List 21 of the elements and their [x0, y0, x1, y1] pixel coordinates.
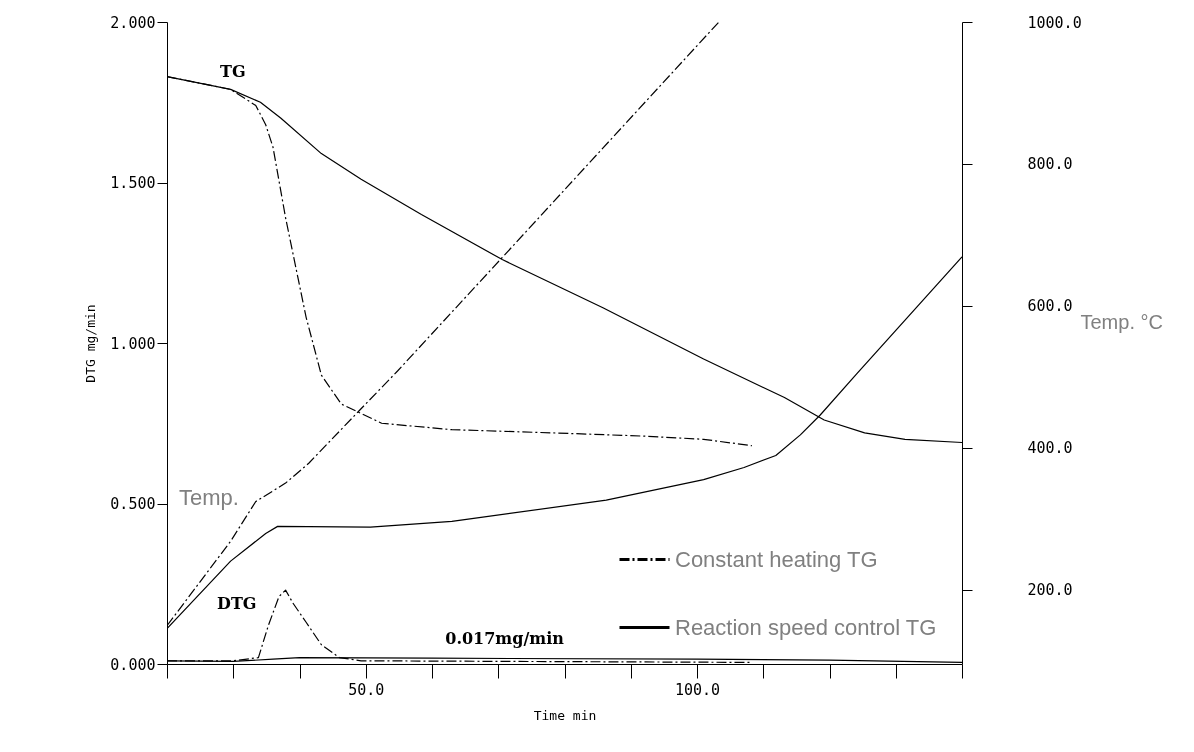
- y-tick-label: 0.000: [110, 655, 156, 674]
- y2-tick-label: 800.0: [1027, 155, 1073, 174]
- y-tick-label: 0.500: [110, 495, 156, 513]
- annotation: Temp.: [179, 485, 239, 510]
- annotation: TG: [220, 62, 246, 81]
- y2-tick-label: 200.0: [1027, 581, 1073, 600]
- y2-axis-title: Temp. °C: [1080, 310, 1163, 333]
- x-tick-label: 50.0: [348, 680, 385, 699]
- x-tick-label: 100.0: [674, 680, 721, 699]
- y2-tick-label: 400.0: [1027, 439, 1073, 458]
- y2-tick-label: 600.0: [1027, 297, 1073, 316]
- y-tick-label: 2.000: [110, 13, 156, 32]
- y-axis-title: DTG mg/min: [83, 304, 99, 383]
- x-axis-title: Time min: [533, 707, 597, 723]
- annotation: DTG: [217, 594, 257, 613]
- legend-label: Constant heating TG: [675, 546, 878, 572]
- annotation: 0.017mg/min: [445, 628, 565, 648]
- legend-label: Reaction speed control TG: [675, 614, 937, 640]
- y-tick-label: 1.000: [110, 334, 156, 353]
- y2-tick-label: 1000.0: [1027, 13, 1082, 32]
- y-tick-label: 1.500: [110, 174, 156, 192]
